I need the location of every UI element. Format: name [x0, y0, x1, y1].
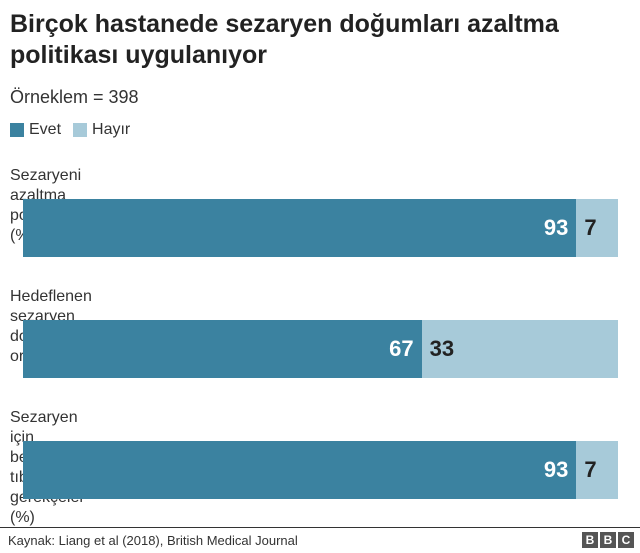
footer-divider	[0, 527, 640, 528]
data-label: 93	[543, 457, 569, 482]
bbc-logo-letter: B	[582, 532, 598, 548]
data-label: 93	[543, 215, 569, 240]
bar-row: 67 33	[23, 320, 618, 378]
legend-label-evet: Evet	[29, 121, 62, 138]
legend-swatch-evet	[10, 123, 24, 137]
legend-label-hayir: Hayır	[92, 121, 131, 138]
bar-segment-hayir: 33	[421, 320, 618, 378]
bar-segment-evet: 93	[23, 441, 577, 499]
bar-row: 93 7	[23, 441, 618, 499]
legend-item-hayir: Hayır	[73, 121, 130, 139]
data-label: 67	[389, 336, 414, 361]
data-label: 7	[584, 457, 597, 482]
bar-segment-evet: 93	[23, 199, 577, 257]
bar-segment-hayir: 7	[576, 441, 618, 499]
bbc-logo: B B C	[580, 532, 634, 548]
bar-row: 93 7	[23, 199, 618, 257]
chart-subtitle: Örneklem = 398	[10, 87, 139, 107]
legend: Evet Hayır	[10, 120, 142, 140]
bar-segment-evet: 67	[23, 320, 422, 378]
chart-title: Birçok hastanede sezaryen doğumları azal…	[10, 10, 559, 69]
data-label: 33	[429, 336, 455, 361]
bbc-logo-letter: C	[618, 532, 634, 548]
bbc-logo-letter: B	[600, 532, 616, 548]
legend-item-evet: Evet	[10, 121, 61, 139]
bar-segment-hayir: 7	[576, 199, 618, 257]
data-label: 7	[584, 215, 597, 240]
source-note: Kaynak: Liang et al (2018), British Medi…	[8, 533, 298, 548]
legend-swatch-hayir	[73, 123, 88, 137]
